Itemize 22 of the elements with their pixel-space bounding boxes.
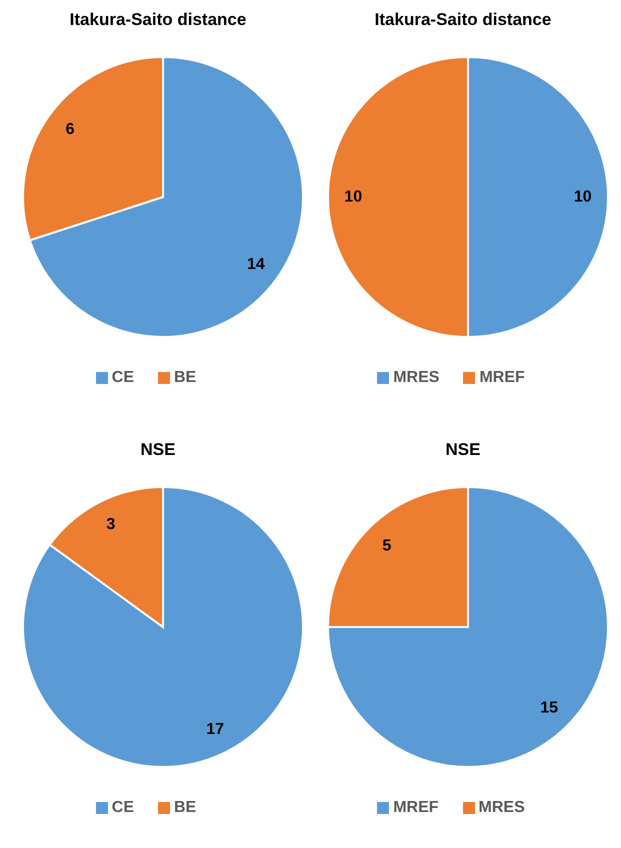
- chart-title: Itakura-Saito distance: [68, 9, 248, 31]
- data-label: 10: [574, 188, 592, 206]
- data-label: 3: [106, 516, 116, 534]
- data-label: 10: [344, 188, 362, 206]
- chart-title: NSE: [140, 439, 176, 461]
- data-label: 6: [66, 121, 75, 138]
- data-label: 5: [382, 537, 392, 554]
- legend-label: MREF: [393, 799, 439, 816]
- data-label: 15: [540, 700, 558, 717]
- legend-label: BE: [174, 799, 196, 816]
- data-label: 17: [206, 720, 224, 738]
- chart-title: Itakura-Saito distance: [374, 9, 552, 31]
- legend-label: CE: [112, 369, 134, 386]
- legend-label: MRES: [478, 799, 525, 816]
- pie-slice: [327, 486, 609, 768]
- legend-label: BE: [174, 369, 196, 386]
- pie-slice: [22, 486, 304, 768]
- legend-label: MRES: [393, 369, 440, 386]
- legend-label: MREF: [479, 369, 525, 386]
- legend-label: CE: [112, 799, 134, 816]
- data-label: 14: [246, 256, 265, 273]
- chart-title: NSE: [444, 439, 482, 461]
